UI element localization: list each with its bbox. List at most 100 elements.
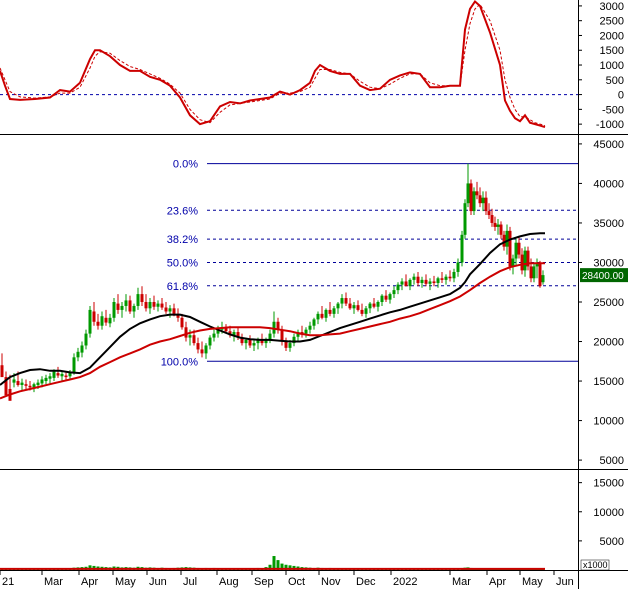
candle-body — [400, 281, 404, 285]
candle-body — [296, 332, 300, 337]
price-tag-label: 28400.00 — [582, 271, 624, 282]
candle-body — [32, 384, 36, 388]
moving-average-line — [0, 232, 545, 386]
candle-body — [52, 371, 56, 378]
candle-body — [469, 183, 473, 212]
candle-body — [252, 343, 256, 346]
candle-body — [372, 303, 376, 307]
candle-body — [487, 211, 491, 216]
candle-body — [248, 339, 252, 346]
candle-body — [12, 379, 16, 383]
candle-body — [424, 279, 428, 284]
price-tag-box — [580, 268, 628, 283]
moving-average-line — [0, 262, 545, 400]
candle-body — [44, 377, 48, 382]
y-tick-label: -500 — [602, 104, 624, 116]
candle-body — [88, 309, 92, 334]
x-tick-label: Jun — [556, 576, 574, 588]
candle-body — [472, 191, 476, 212]
y-tick-label: 0 — [618, 90, 624, 102]
candle-body — [408, 279, 412, 287]
candle-body — [466, 183, 470, 204]
candle-body — [356, 305, 360, 310]
candle-body — [436, 278, 440, 284]
y-tick-label: 45000 — [593, 139, 624, 151]
volume-bar — [272, 556, 276, 570]
candle-body — [288, 343, 292, 348]
candle-body — [493, 222, 497, 227]
candle-body — [92, 311, 96, 322]
candle-body — [20, 382, 24, 385]
candle-body — [208, 337, 212, 346]
candle-body — [416, 276, 420, 284]
candle-body — [104, 317, 108, 323]
oscillator-line — [0, 0, 546, 129]
candle-body — [312, 319, 316, 326]
oscillator-signal-line — [0, 3, 546, 127]
candle-body — [80, 345, 84, 353]
candle-body — [284, 341, 288, 348]
candle-body — [532, 266, 536, 279]
x-tick-label: Apr — [489, 576, 506, 588]
volume-bar — [268, 564, 272, 570]
candle-body — [160, 303, 164, 308]
volume-bar — [88, 565, 92, 570]
y-tick-label: 3000 — [600, 1, 624, 13]
candle-body — [514, 242, 518, 259]
volume-bar — [284, 564, 288, 570]
y-tick-label: 15000 — [593, 376, 624, 388]
candle-body — [360, 309, 364, 314]
candle-body — [348, 303, 352, 309]
x-tick-label: Jun — [149, 576, 167, 588]
candle-body — [376, 302, 380, 307]
candle-body — [292, 336, 296, 344]
candle-body — [68, 371, 72, 377]
y-tick-label: 40000 — [593, 178, 624, 190]
candle-body — [256, 339, 260, 344]
y-tick-label: 10000 — [593, 507, 624, 519]
candle-body — [481, 197, 485, 204]
candle-body — [244, 339, 248, 344]
candle-body — [508, 230, 512, 267]
candle-body — [60, 373, 64, 377]
candle-body — [184, 327, 188, 338]
y-tick-label: 5000 — [600, 455, 624, 467]
candle-body — [132, 305, 136, 312]
candle-body — [40, 379, 44, 384]
y-tick-label: 35000 — [593, 218, 624, 230]
candle-body — [380, 295, 384, 302]
x-tick-label: Apr — [81, 576, 98, 588]
candle-body — [368, 303, 372, 309]
fib-level-label: 38.2% — [167, 234, 198, 246]
candle-body — [276, 321, 280, 330]
candle-body — [260, 339, 264, 344]
candle-body — [520, 254, 524, 271]
fib-level-label: 50.0% — [167, 257, 198, 269]
candle-body — [432, 281, 436, 284]
candle-body — [396, 284, 400, 291]
candle-body — [490, 215, 494, 223]
candle-body — [48, 376, 52, 379]
candle-body — [538, 264, 542, 287]
candle-body — [140, 294, 144, 302]
candle-body — [204, 345, 208, 354]
candle-body — [344, 298, 348, 304]
candle-body — [112, 302, 116, 318]
x-tick-label: Mar — [44, 576, 63, 588]
candle-body — [188, 335, 192, 338]
candle-body — [420, 279, 424, 284]
candle-body — [448, 276, 452, 279]
volume-unit-label: x1000 — [583, 560, 608, 570]
x-tick-label: 21 — [2, 576, 14, 588]
candle-body — [168, 308, 172, 312]
candle-body — [478, 195, 482, 204]
candle-body — [340, 298, 344, 304]
candle-body — [124, 300, 128, 306]
candle-body — [224, 327, 228, 332]
candle-body — [505, 230, 509, 247]
candle-body — [16, 381, 20, 385]
candle-body — [352, 305, 356, 309]
candle-body — [28, 385, 32, 388]
